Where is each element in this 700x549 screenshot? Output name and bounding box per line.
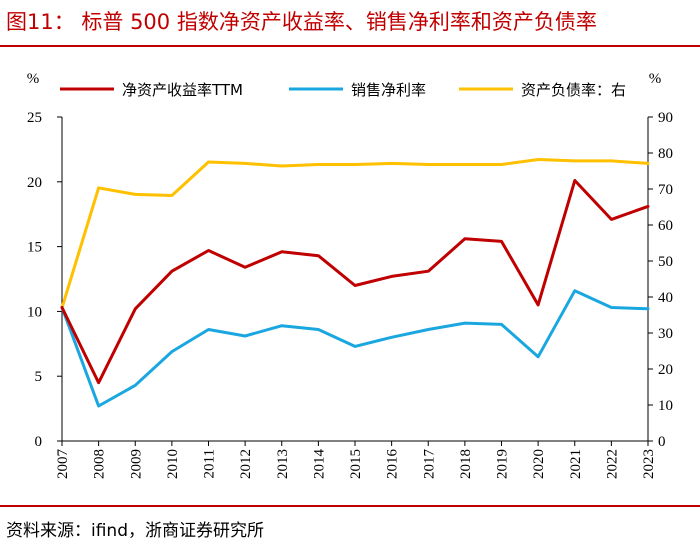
left-tick-label: 15: [27, 240, 42, 256]
x-tick-label: 2012: [238, 449, 254, 479]
right-tick-label: 50: [658, 254, 673, 270]
left-axis-unit: %: [27, 71, 40, 87]
series-line-3: [60, 158, 650, 310]
x-tick-label: 2014: [311, 449, 327, 480]
source-divider: [0, 505, 700, 507]
source-note: 资料来源：ifind，浙商证券研究所: [6, 521, 264, 541]
x-tick-label: 2008: [92, 449, 108, 479]
x-tick-label: 2021: [568, 449, 584, 479]
x-tick-label: 2016: [385, 449, 401, 480]
x-tick-label: 2010: [165, 449, 181, 479]
x-tick-label: 2018: [458, 449, 474, 479]
x-tick-label: 2009: [128, 449, 144, 479]
x-tick-label: 2020: [531, 449, 547, 479]
series-line-2: [60, 289, 650, 408]
x-tick-label: 2015: [348, 449, 364, 479]
right-tick-label: 40: [658, 290, 673, 306]
right-tick-label: 10: [658, 398, 673, 414]
left-tick-label: 25: [27, 110, 42, 126]
legend-label-3: 资产负债率：右: [521, 81, 626, 99]
right-tick-label: 0: [658, 434, 666, 450]
x-tick-label: 2019: [495, 449, 511, 479]
right-tick-label: 90: [658, 110, 673, 126]
x-tick-label: 2023: [641, 449, 657, 479]
legend-label-1: 净资产收益率TTM: [122, 81, 243, 99]
legend-label-2: 销售净利率: [351, 81, 426, 99]
left-tick-label: 0: [35, 434, 43, 450]
right-tick-label: 60: [658, 218, 673, 234]
chart-svg: % % 0 5 10 15 20 25 0 10 20 30 40 50 60 70 80 90 2007 2008 2…: [27, 71, 673, 480]
left-tick-label: 5: [35, 369, 43, 385]
left-tick-label: 20: [27, 175, 42, 191]
left-tick-label: 10: [27, 304, 42, 320]
x-tick-label: 2017: [421, 449, 437, 480]
x-tick-label: 2013: [275, 449, 291, 479]
figure-title: 图11： 标普 500 指数净资产收益率、销售净利率和资产负债率: [6, 10, 597, 34]
right-axis-unit: %: [649, 71, 662, 87]
right-tick-label: 70: [658, 182, 673, 198]
series-line-1: [60, 179, 650, 385]
title-divider: [0, 45, 700, 47]
right-tick-label: 80: [658, 146, 673, 162]
right-tick-label: 30: [658, 326, 673, 342]
x-tick-label: 2007: [55, 449, 71, 480]
x-tick-label: 2011: [202, 449, 218, 478]
x-tick-label: 2022: [604, 449, 620, 479]
right-tick-label: 20: [658, 362, 673, 378]
